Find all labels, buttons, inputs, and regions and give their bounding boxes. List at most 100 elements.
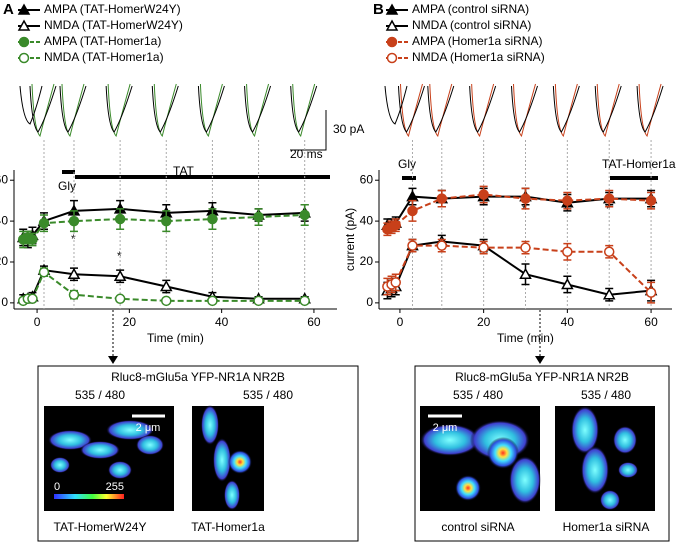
marker [38,217,50,229]
marker [645,287,657,298]
annotation: Gly [58,179,76,193]
trace [513,83,536,137]
trace [29,85,57,133]
y-tick-label: 0 [1,295,8,309]
caption: TAT-Homer1a [191,520,265,534]
legend-label: NMDA (Homer1a siRNA) [412,50,545,64]
legend-label: NMDA (TAT-HomerW24Y) [44,18,183,32]
dendrite [201,405,240,510]
marker [436,193,448,204]
dendrite [571,406,638,510]
y-tick-label: 20 [360,254,374,268]
scale-label: 20 ms [290,147,323,161]
trace [552,85,580,133]
trace [246,83,270,137]
x-tick-label: 40 [215,315,229,329]
trace [59,85,87,133]
inset-title: Rluc8-mGlu5a YFP-NR1A NR2B [111,370,285,384]
marker [562,195,573,206]
colorbar-label: 0 [54,481,60,493]
inset-title: Rluc8-mGlu5a YFP-NR1A NR2B [455,370,629,384]
arrow-head [108,356,118,364]
x-tick-label: 20 [123,315,137,329]
annotation: Gly [398,157,416,171]
marker [253,211,264,223]
marker [390,277,401,288]
trace [596,83,620,137]
trace [594,85,622,133]
legend-marker [385,3,399,15]
trace [399,83,423,137]
marker [114,213,126,225]
spine [487,437,519,469]
y-axis-label: current (pA) [343,208,357,271]
marker [645,195,657,206]
marker [603,246,615,258]
spine [455,475,481,501]
marker [27,293,38,305]
scale-label: 30 pA [333,122,364,136]
marker [253,295,264,307]
marker [159,279,173,292]
trace [471,83,495,137]
ratio-label: 535 / 480 [581,388,631,402]
marker [519,267,532,279]
y-tick-label: 40 [0,213,8,227]
inset-box [37,365,359,542]
trace [107,83,131,137]
dendrite [48,420,164,479]
inset-box [414,365,670,542]
legend-label: AMPA (Homer1a siRNA) [412,34,542,48]
marker [68,215,80,227]
marker [520,193,531,204]
marker [207,213,218,225]
scale-label: 2 μm [433,422,458,434]
series-line [386,193,652,231]
series-line [22,270,305,302]
marker [114,293,126,305]
legend-label: AMPA (control siRNA) [412,2,529,16]
legend-marker [386,52,398,64]
scale-label: 2 μm [136,422,161,434]
marker [603,193,615,204]
trace [554,83,578,137]
caption: Homer1a siRNA [563,520,650,534]
marker [27,234,38,245]
x-tick-label: 60 [307,315,321,329]
marker [602,288,616,300]
trace [153,83,177,137]
spine [228,450,252,474]
marker [161,295,172,307]
y-tick-label: 60 [0,172,8,186]
legend-label: AMPA (TAT-Homer1a) [44,34,161,48]
marker [299,295,310,307]
legend-marker [18,36,30,48]
legend-marker [17,19,31,31]
marker [207,295,218,307]
y-tick-label: 40 [360,213,374,227]
trace [429,83,453,137]
ratio-label: 535 / 480 [453,388,503,402]
legend-marker [385,19,399,31]
series-line [22,213,305,241]
marker [436,240,448,251]
trace [197,85,225,133]
marker [390,219,401,231]
marker [407,240,418,251]
scale-bar [290,110,327,151]
legend-marker [17,3,31,15]
marker [478,242,489,253]
trace [31,83,55,137]
ratio-label: 535 / 480 [243,388,293,402]
trace [19,85,43,125]
trace [384,85,408,125]
x-tick-label: 40 [561,315,575,329]
trace [511,85,538,133]
annotation: * [71,232,76,246]
x-tick-label: 60 [644,315,658,329]
legend-marker [386,36,398,48]
colorbar-label: 255 [106,481,124,493]
panel-label: B [373,1,384,18]
annotation: * [606,202,611,216]
